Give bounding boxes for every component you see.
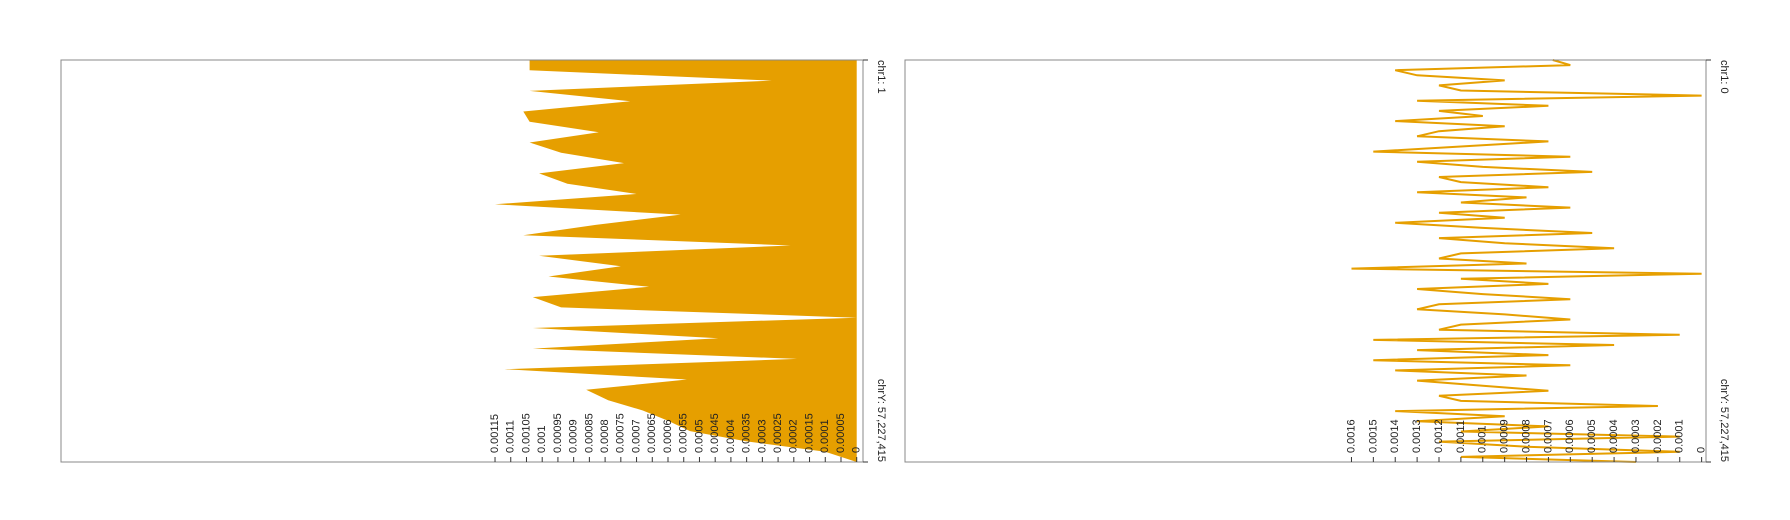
x-tick-label: 0.0006 (662, 419, 674, 453)
x-tick-label: 0.00095 (552, 413, 564, 453)
x-tick-label: 0.00115 (489, 414, 501, 453)
x-tick-label: 0.00085 (583, 413, 595, 453)
x-tick-label: 0.0009 (568, 419, 580, 453)
x-tick-label: 0.0002 (1652, 419, 1664, 453)
x-tick-label: 0.0001 (819, 419, 831, 453)
track-frame (60, 59, 864, 463)
x-tick-label: 0.0003 (1630, 419, 1642, 453)
x-tick-label: 0.00045 (709, 413, 721, 453)
x-tick-label: 0.00055 (678, 413, 690, 453)
x-tick-label: 0.00065 (646, 413, 658, 453)
x-tick-label: 0.0004 (725, 419, 737, 453)
x-tick-label: 0.0009 (1499, 419, 1511, 453)
area (495, 60, 857, 462)
x-tick-label: 0.0014 (1389, 419, 1401, 453)
x-tick-label: 0.00035 (741, 413, 753, 453)
x-tick-label: 0.00075 (615, 413, 627, 453)
x-tick-label: 0.0006 (1564, 419, 1576, 453)
x-tick-label: 0.0012 (1433, 419, 1445, 453)
x-tick-label: 0.0015 (1367, 419, 1379, 453)
x-tick-label: 0.001 (536, 425, 548, 453)
x-tick-label: 0.0007 (1542, 419, 1554, 453)
x-tick-label: 0.0011 (505, 420, 517, 453)
x-tick-label: 0.0011 (1455, 420, 1467, 453)
x-tick-label: 0.00105 (520, 413, 532, 453)
x-tick-label: 0.0013 (1411, 419, 1423, 453)
x-tick-label: 0.0005 (693, 419, 705, 453)
x-tick-label: 0.0007 (630, 419, 642, 453)
x-tick-label: 0.0004 (1608, 419, 1620, 453)
x-tick-label: 0.001 (1477, 425, 1489, 453)
x-tick-label: 0 (1696, 447, 1708, 453)
y-tick-label: chrY: 57,227,415 (1718, 379, 1730, 462)
x-tick-label: 0.0008 (599, 419, 611, 453)
x-tick-label: 0.0016 (1345, 419, 1357, 453)
x-tick-label: 0.0008 (1520, 419, 1532, 453)
y-tick-label: chr1: 0 (1718, 60, 1730, 94)
track-frame (904, 59, 1707, 463)
x-tick-label: 0.0001 (1674, 419, 1686, 453)
line (1351, 59, 1702, 463)
x-tick-label: 0.0002 (788, 419, 800, 453)
x-tick-label: 0.0003 (756, 419, 768, 453)
x-tick-label: 0 (851, 447, 863, 453)
x-tick-label: 0.00015 (803, 413, 815, 453)
y-tick-label: chrY: 57,227,415 (875, 379, 887, 462)
y-tick-label: chr1: 1 (875, 60, 887, 94)
x-tick-label: 0.00005 (835, 413, 847, 453)
x-tick-label: 0.0005 (1586, 419, 1598, 453)
x-tick-label: 0.00025 (772, 413, 784, 453)
